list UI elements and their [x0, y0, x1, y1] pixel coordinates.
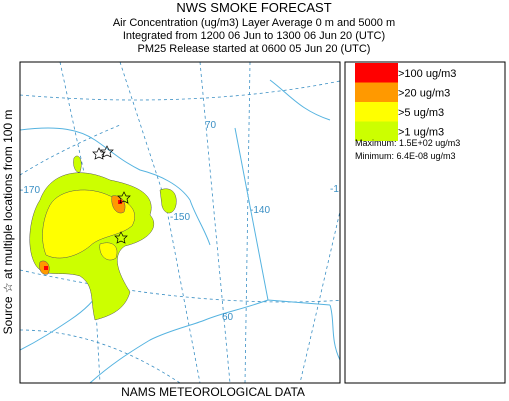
legend-swatch [355, 102, 398, 122]
legend-label: >100 ug/m3 [398, 68, 456, 80]
source-label: Source ☆ at multiple locations from 100 … [1, 110, 15, 335]
map-label: -130 [330, 184, 350, 195]
map-frame [19, 61, 341, 384]
footer: NAMS METEOROLOGICAL DATA [121, 385, 305, 399]
coastline [20, 79, 340, 383]
legend-swatch [355, 121, 398, 141]
map-label: 60 [222, 312, 234, 323]
map-label: 70 [205, 120, 217, 131]
legend-swatch [355, 63, 398, 83]
subtitle: PM25 Release started at 0600 05 Jun 20 (… [138, 43, 371, 55]
legend-frame [344, 61, 506, 384]
smoke-plume [29, 155, 177, 321]
map-label: -150 [170, 212, 190, 223]
map-label: -140 [250, 205, 270, 216]
legend-swatch [355, 82, 398, 102]
legend-label: >1 ug/m3 [398, 127, 444, 139]
title: NWS SMOKE FORECAST [176, 0, 331, 15]
legend-stat: Maximum: 1.5E+02 ug/m3 [355, 138, 460, 148]
source-markers [92, 145, 131, 244]
legend-stat: Minimum: 6.4E-08 ug/m3 [355, 151, 456, 161]
legend-label: >5 ug/m3 [398, 107, 444, 119]
map-label: -170 [20, 185, 40, 196]
subtitle: Air Concentration (ug/m3) Layer Average … [113, 17, 395, 29]
map: 70 -170 -150 -140 -130 60 [19, 61, 350, 384]
subtitle: Integrated from 1200 06 Jun to 1300 06 J… [123, 30, 385, 42]
legend-label: >20 ug/m3 [398, 88, 450, 100]
